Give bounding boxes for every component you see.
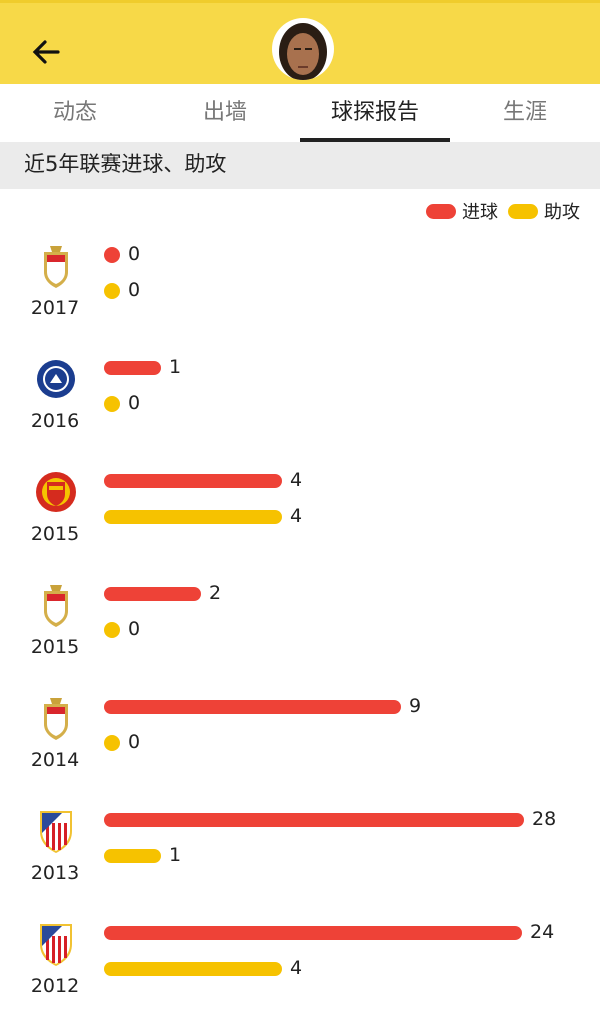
chart-row: 2014 9 0: [0, 692, 600, 805]
goals-bar: [104, 247, 120, 263]
assists-value: 0: [128, 618, 141, 640]
year-label: 2015: [30, 523, 80, 545]
year-label: 2015: [30, 636, 80, 658]
goals-bar: [104, 587, 201, 601]
year-label: 2014: [30, 749, 80, 771]
tab-transfer[interactable]: 出墙: [202, 100, 247, 125]
tab-scout-report[interactable]: 球探报告: [300, 84, 450, 142]
goals-bar: [104, 700, 401, 714]
chart-row: 2015 2 0: [0, 579, 600, 692]
chart-row: 2017 0 0: [0, 240, 600, 353]
assists-value: 0: [128, 392, 141, 414]
goals-value: 9: [409, 695, 422, 717]
monaco-crest-icon: [34, 581, 78, 629]
assists-bar: [104, 622, 120, 638]
tab-bar: 动态 出墙 球探报告 生涯: [0, 84, 600, 142]
year-label: 2012: [30, 975, 80, 997]
section-title: 近5年联赛进球、助攻: [0, 142, 600, 189]
goals-bar: [104, 361, 161, 375]
assists-bar: [104, 962, 282, 976]
year-label: 2017: [30, 297, 80, 319]
goals-value: 4: [290, 469, 303, 491]
goals-bar: [104, 474, 282, 488]
atletico-madrid-crest-icon: [34, 807, 78, 855]
atletico-madrid-crest-icon: [34, 920, 78, 968]
tab-career[interactable]: 生涯: [502, 100, 547, 125]
assists-bar: [104, 396, 120, 412]
goals-value: 2: [209, 582, 222, 604]
chart-row: 2013 28 1: [0, 805, 600, 918]
legend-label-goals: 进球: [462, 202, 498, 223]
assists-bar: [104, 283, 120, 299]
chelsea-crest-icon: [34, 355, 78, 403]
player-avatar[interactable]: [272, 18, 334, 80]
legend-swatch-assists: [508, 203, 538, 219]
chart-row: 2012 24 4: [0, 918, 600, 1031]
assists-bar: [104, 849, 161, 863]
monaco-crest-icon: [34, 242, 78, 290]
year-label: 2016: [30, 410, 80, 432]
manchester-united-crest-icon: [34, 468, 78, 516]
goals-value: 1: [169, 356, 182, 378]
legend-swatch-goals: [426, 203, 456, 219]
assists-value: 1: [169, 844, 182, 866]
goals-bar: [104, 813, 524, 827]
goals-value: 0: [128, 243, 141, 265]
assists-value: 0: [128, 279, 141, 301]
assists-bar: [104, 510, 282, 524]
goals-value: 24: [530, 921, 555, 943]
chart-row: 2016 1 0: [0, 353, 600, 466]
assists-value: 4: [290, 957, 303, 979]
monaco-crest-icon: [34, 694, 78, 742]
assists-value: 4: [290, 505, 303, 527]
assists-bar: [104, 735, 120, 751]
arrow-left-icon[interactable]: [28, 37, 64, 67]
tab-news[interactable]: 动态: [52, 100, 97, 125]
header: [0, 0, 600, 84]
year-label: 2013: [30, 862, 80, 884]
goals-bar: [104, 926, 522, 940]
chart-row: 2015 4 4: [0, 466, 600, 579]
goals-value: 28: [532, 808, 557, 830]
assists-value: 0: [128, 731, 141, 753]
chart-legend: 进球 助攻: [416, 198, 580, 224]
legend-label-assists: 助攻: [544, 202, 580, 223]
